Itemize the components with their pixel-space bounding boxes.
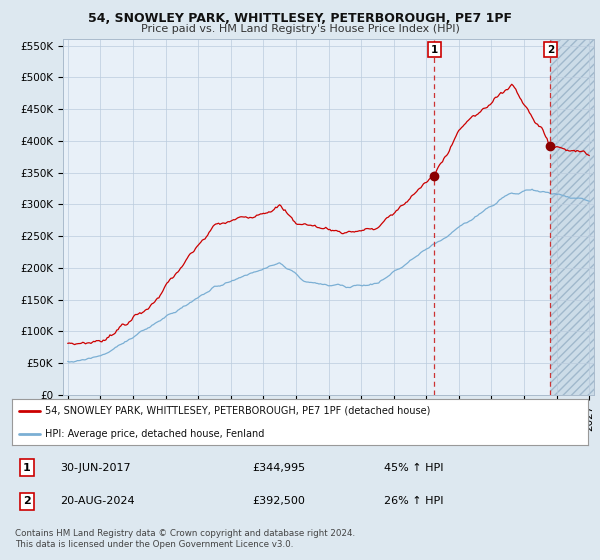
Text: 2: 2 [547,45,554,54]
Text: 26% ↑ HPI: 26% ↑ HPI [384,496,443,506]
Text: £344,995: £344,995 [252,463,305,473]
Text: 45% ↑ HPI: 45% ↑ HPI [384,463,443,473]
Text: 30-JUN-2017: 30-JUN-2017 [60,463,131,473]
Text: £392,500: £392,500 [252,496,305,506]
Text: 54, SNOWLEY PARK, WHITTLESEY, PETERBOROUGH, PE7 1PF: 54, SNOWLEY PARK, WHITTLESEY, PETERBOROU… [88,12,512,25]
Text: 20-AUG-2024: 20-AUG-2024 [60,496,134,506]
Text: 1: 1 [431,45,438,54]
Text: HPI: Average price, detached house, Fenland: HPI: Average price, detached house, Fenl… [45,429,264,438]
Bar [550,39,599,395]
Text: 1: 1 [23,463,31,473]
Text: 2: 2 [23,496,31,506]
Text: Contains HM Land Registry data © Crown copyright and database right 2024.
This d: Contains HM Land Registry data © Crown c… [15,529,355,549]
Text: Price paid vs. HM Land Registry's House Price Index (HPI): Price paid vs. HM Land Registry's House … [140,24,460,34]
Text: 54, SNOWLEY PARK, WHITTLESEY, PETERBOROUGH, PE7 1PF (detached house): 54, SNOWLEY PARK, WHITTLESEY, PETERBOROU… [45,406,430,416]
